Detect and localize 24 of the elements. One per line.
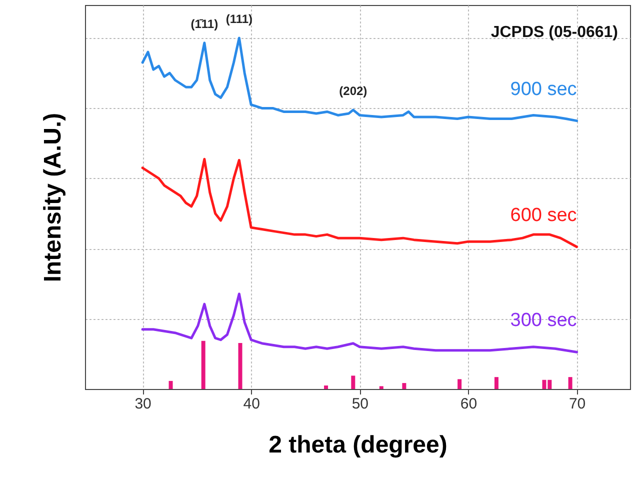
bar xyxy=(494,377,498,389)
annotation: (1̄11) xyxy=(190,16,218,31)
bar xyxy=(201,340,206,389)
x-tick-label: 30 xyxy=(134,396,152,412)
bar xyxy=(238,343,242,389)
series-label: 600 sec xyxy=(510,204,577,226)
x-tick-label: 70 xyxy=(568,396,586,412)
bar xyxy=(168,380,173,389)
x-tick-label: 60 xyxy=(460,396,478,412)
annotation: (202) xyxy=(339,84,368,98)
bar xyxy=(379,386,384,389)
annotation: (111) xyxy=(226,12,253,26)
x-tick-label: 40 xyxy=(243,396,260,412)
y-axis-title: Intensity (A.U.) xyxy=(40,112,66,282)
bar xyxy=(351,376,356,389)
bar xyxy=(324,385,328,389)
series-label: 300 sec xyxy=(510,310,577,332)
series-label: 900 sec xyxy=(510,78,577,100)
x-tick-label: 50 xyxy=(352,396,369,412)
bar xyxy=(568,377,572,389)
annotation: JCPDS (05-0661) xyxy=(490,24,618,41)
bar xyxy=(458,379,462,389)
x-axis-title: 2 theta (degree) xyxy=(268,432,448,458)
bar xyxy=(402,383,406,389)
